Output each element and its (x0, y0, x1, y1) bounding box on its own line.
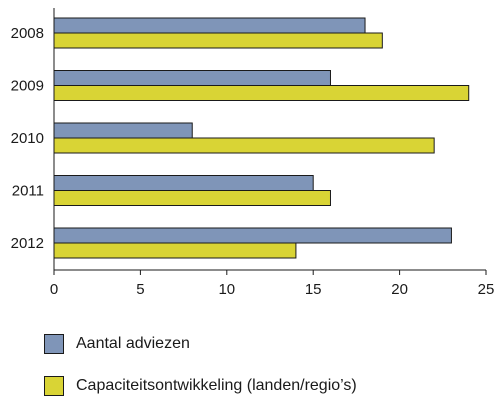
bar-chart-canvas: 2008 2009 2010 2011 2012 0 5 10 15 20 25 (11, 8, 495, 298)
legend-swatch-capaciteitsontwikkeling (44, 376, 64, 396)
category-label-2010: 2010 (11, 130, 44, 147)
bar-capaciteitsontwikkeling-landen-regio-s-2011 (53, 190, 331, 206)
chart: 2008 2009 2010 2011 2012 0 5 10 15 20 25 Aantal ad… (11, 8, 495, 396)
bar-aantal-adviezen-2008 (53, 17, 366, 34)
bar-aantal-adviezen-2012 (53, 227, 452, 244)
category-label-2008: 2008 (11, 25, 44, 42)
x-tick-label-25: 25 (478, 281, 495, 298)
bar-capaciteitsontwikkeling-landen-regio-s-2009 (53, 85, 470, 101)
category-label-2009: 2009 (11, 78, 44, 95)
legend-item-aantal-adviezen: Aantal adviezen (44, 332, 357, 356)
x-tick-label-15: 15 (305, 281, 322, 298)
bar-aantal-adviezen-2009 (53, 70, 331, 86)
bar-aantal-adviezen-2011 (53, 175, 314, 191)
legend: Aantal adviezen Capaciteitsontwikkeling … (44, 332, 357, 416)
category-label-2011: 2011 (12, 183, 44, 200)
legend-label-capaciteitsontwikkeling: Capaciteitsontwikkeling (landen/regio’s) (76, 377, 357, 394)
category-label-2012: 2012 (11, 235, 44, 252)
bar-capaciteitsontwikkeling-landen-regio-s-2008 (53, 32, 383, 49)
x-tick-label-5: 5 (136, 281, 144, 298)
bar-capaciteitsontwikkeling-landen-regio-s-2012 (53, 242, 297, 259)
legend-item-capaciteitsontwikkeling: Capaciteitsontwikkeling (landen/regio’s) (44, 374, 357, 398)
bar-aantal-adviezen-2010 (53, 122, 193, 139)
legend-swatch-aantal-adviezen (44, 334, 64, 354)
bar-capaciteitsontwikkeling-landen-regio-s-2010 (53, 137, 435, 154)
x-tick-label-10: 10 (218, 281, 235, 298)
legend-label-aantal-adviezen: Aantal adviezen (76, 335, 190, 352)
x-tick-label-0: 0 (50, 281, 58, 298)
x-tick-label-20: 20 (391, 281, 408, 298)
